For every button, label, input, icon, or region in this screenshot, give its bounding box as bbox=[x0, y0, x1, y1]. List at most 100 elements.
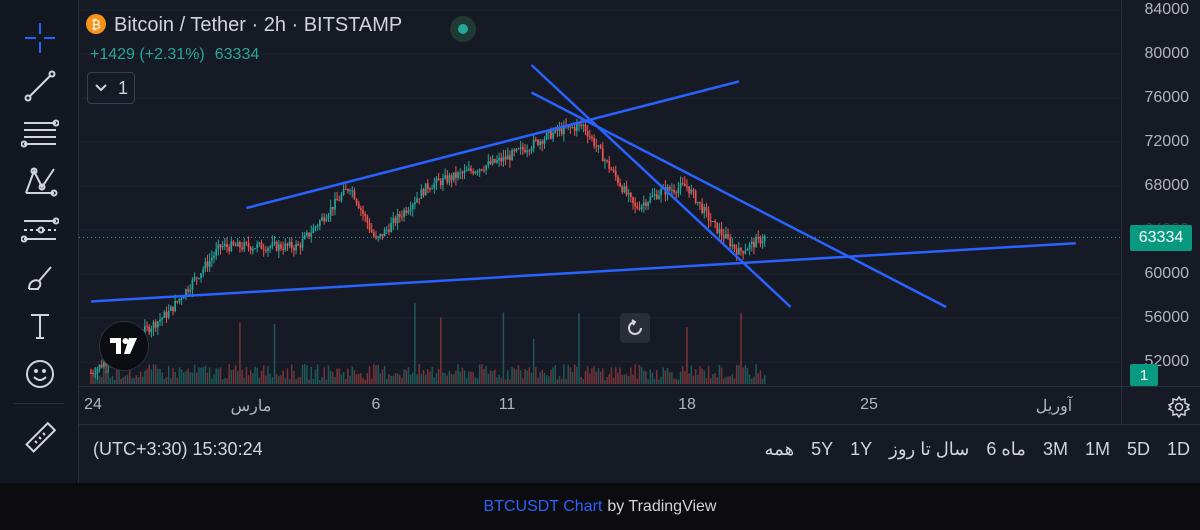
range-all[interactable]: همه bbox=[764, 439, 795, 459]
candle-body bbox=[234, 244, 237, 247]
range-5d[interactable]: 5D bbox=[1126, 439, 1150, 459]
chart-canvas[interactable] bbox=[79, 0, 1121, 386]
candle-body bbox=[446, 175, 449, 183]
text-icon[interactable] bbox=[18, 306, 62, 346]
candle-body bbox=[653, 194, 656, 196]
collapse-indicators-button[interactable]: 1 bbox=[87, 72, 135, 104]
trend-line bbox=[246, 80, 740, 210]
candle-body bbox=[329, 206, 332, 216]
candle-body bbox=[267, 248, 269, 252]
volume-bar bbox=[310, 366, 312, 384]
candle-body bbox=[165, 311, 168, 318]
volume-bar bbox=[234, 365, 237, 384]
candle-body bbox=[753, 241, 755, 248]
candle-body bbox=[312, 227, 315, 233]
candle-body bbox=[323, 217, 326, 222]
volume-bar bbox=[306, 365, 308, 384]
time-axis[interactable]: 24 مارس 6 11 18 25 آوریل bbox=[79, 386, 1121, 425]
candle-body bbox=[679, 183, 682, 189]
candle-body bbox=[571, 127, 574, 129]
candle-body bbox=[450, 175, 453, 181]
volume-bar bbox=[656, 370, 658, 384]
volume-bar bbox=[455, 370, 457, 384]
price-axis[interactable]: 84000 80000 76000 72000 68000 64000 6000… bbox=[1121, 0, 1200, 386]
volume-bar bbox=[735, 365, 738, 384]
candle-body bbox=[597, 145, 600, 147]
volume-bar bbox=[671, 372, 673, 384]
volume-bar bbox=[90, 369, 92, 384]
candle-body bbox=[327, 215, 330, 219]
volume-bar bbox=[379, 373, 382, 384]
candle-body bbox=[668, 186, 671, 191]
candle-body bbox=[534, 139, 537, 141]
candle-body bbox=[210, 257, 213, 261]
candle-body bbox=[258, 242, 261, 245]
volume-bar bbox=[258, 377, 261, 384]
volume-bar bbox=[237, 371, 239, 384]
crosshair-icon[interactable] bbox=[18, 18, 62, 58]
volume-bar bbox=[545, 375, 548, 384]
candle-body bbox=[189, 289, 192, 292]
candle-body bbox=[528, 150, 531, 152]
volume-bar bbox=[478, 364, 481, 384]
range-6m[interactable]: 6 ماه bbox=[986, 439, 1026, 459]
emoji-icon[interactable] bbox=[18, 354, 62, 394]
volume-bar bbox=[733, 378, 736, 384]
candle-body bbox=[599, 145, 602, 149]
volume-bar bbox=[167, 365, 170, 384]
candle-body bbox=[286, 243, 289, 246]
candle-body bbox=[433, 183, 436, 189]
timezone-clock[interactable]: (UTC+3:30) 15:30:24 bbox=[93, 439, 263, 459]
reset-chart-button[interactable] bbox=[620, 313, 650, 343]
volume-bar bbox=[174, 372, 176, 384]
range-ytd[interactable]: سال تا روز bbox=[889, 439, 970, 459]
volume-bar bbox=[282, 370, 284, 384]
volume-bar bbox=[437, 368, 440, 384]
volume-bar bbox=[491, 371, 494, 384]
range-3m[interactable]: 3M bbox=[1042, 439, 1068, 459]
candle-body bbox=[515, 148, 518, 152]
chart-pane[interactable]: ₿ Bitcoin / Tether · 2h · BITSTAMP +1429… bbox=[79, 0, 1121, 386]
forecast-icon[interactable] bbox=[18, 210, 62, 250]
candle-body bbox=[150, 328, 153, 333]
range-1y[interactable]: 1Y bbox=[850, 439, 873, 459]
candle-body bbox=[360, 208, 362, 210]
candle-body bbox=[411, 204, 414, 210]
candle-body bbox=[727, 234, 729, 239]
volume-bar bbox=[662, 367, 664, 384]
indicator-count: 1 bbox=[117, 77, 128, 98]
chart-link[interactable]: BTCUSDT Chart bbox=[483, 497, 603, 515]
volume-bar bbox=[105, 371, 107, 384]
candle-body bbox=[254, 248, 256, 250]
candle-body bbox=[310, 232, 313, 237]
attribution-text: by TradingView bbox=[607, 497, 717, 515]
volume-bar bbox=[530, 372, 533, 384]
volume-bar bbox=[146, 368, 148, 384]
ruler-icon[interactable] bbox=[18, 418, 62, 458]
candle-body bbox=[459, 172, 462, 174]
pattern-icon[interactable] bbox=[18, 162, 62, 202]
candle-body bbox=[431, 188, 434, 190]
volume-bar bbox=[386, 378, 388, 384]
volume-bar bbox=[362, 378, 364, 384]
range-1d[interactable]: 1D bbox=[1166, 439, 1190, 459]
candle-body bbox=[172, 306, 174, 312]
volume-bar bbox=[349, 375, 351, 384]
symbol-legend[interactable]: ₿ Bitcoin / Tether · 2h · BITSTAMP bbox=[86, 14, 402, 37]
candle-body bbox=[461, 172, 464, 174]
gear-icon[interactable] bbox=[1167, 395, 1191, 419]
volume-bar bbox=[560, 379, 563, 384]
range-1m[interactable]: 1M bbox=[1084, 439, 1110, 459]
candle-body bbox=[353, 190, 356, 200]
range-5y[interactable]: 5Y bbox=[811, 439, 834, 459]
trend-line-icon[interactable] bbox=[18, 66, 62, 106]
volume-bar bbox=[485, 366, 487, 384]
volume-bar bbox=[494, 369, 496, 384]
fib-retracement-icon[interactable] bbox=[18, 114, 62, 154]
volume-bar bbox=[191, 372, 194, 384]
volume-bar bbox=[617, 372, 619, 384]
volume-bar bbox=[275, 374, 278, 384]
last-close: 63334 bbox=[214, 46, 260, 63]
tradingview-logo-icon[interactable] bbox=[99, 321, 149, 371]
brush-icon[interactable] bbox=[18, 258, 62, 298]
